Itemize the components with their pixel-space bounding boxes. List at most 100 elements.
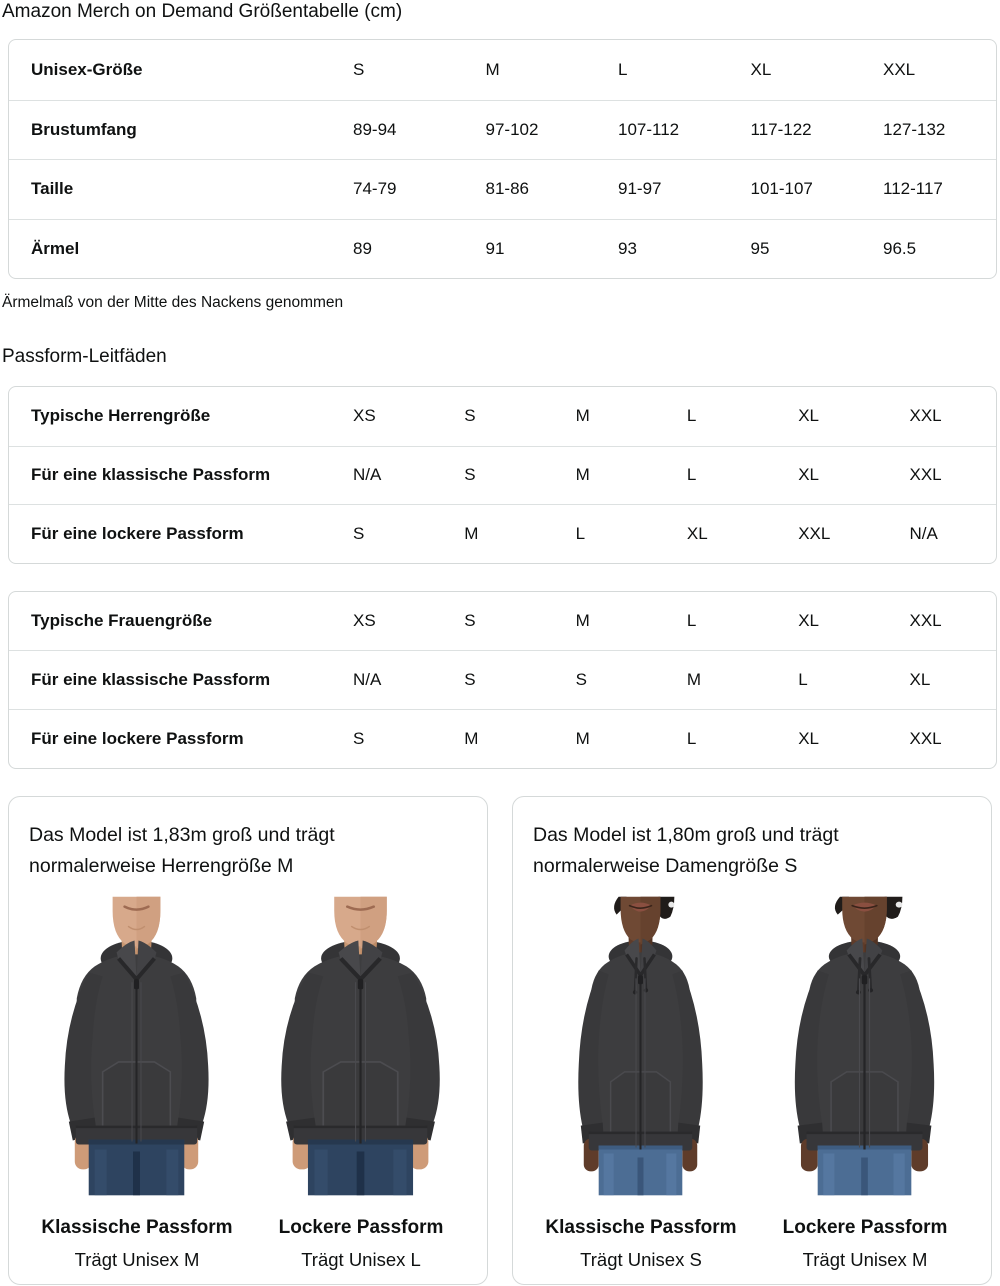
row-label: Für eine klassische Passform <box>31 670 271 690</box>
cell: 127-132 <box>883 119 946 139</box>
cell: M <box>575 465 590 485</box>
table-row: Brustumfang 89-94 97-102 107-112 117-122… <box>9 99 996 160</box>
male-model-loose-photo <box>253 896 469 1196</box>
table-row: Für eine klassische Passform N/A S M L X… <box>9 445 996 505</box>
cell: M <box>575 728 590 748</box>
figure-block: Lockere Passform Trägt Unisex M <box>757 896 973 1271</box>
cell: XL <box>686 523 708 543</box>
row-label: Für eine lockere Passform <box>31 728 244 748</box>
row-label: Für eine klassische Passform <box>31 465 271 485</box>
male-model-card: Das Model ist 1,83m groß und trägt norma… <box>8 795 488 1285</box>
cell: 93 <box>618 238 637 258</box>
model-description: Das Model ist 1,80m groß und trägt norma… <box>533 823 839 877</box>
cell: S <box>464 670 476 690</box>
cell: XXL <box>909 465 942 485</box>
fit-label: Klassische Passform <box>545 1216 737 1238</box>
cell: N/A <box>353 670 382 690</box>
table-row: Unisex-Größe S M L XL XXL <box>9 40 996 100</box>
female-model-card: Das Model ist 1,80m groß und trägt norma… <box>512 795 992 1285</box>
fit-label: Lockere Passform <box>278 1216 444 1238</box>
cell: XS <box>353 611 376 631</box>
sleeve-measure-note: Ärmelmaß von der Mitte des Nackens genom… <box>2 294 344 311</box>
cell: XXL <box>883 59 916 79</box>
cell: 112-117 <box>883 179 943 199</box>
cell: 91-97 <box>618 179 662 199</box>
cell: 74-79 <box>353 179 397 199</box>
size-label: Trägt Unisex S <box>580 1248 702 1270</box>
figure-block: Lockere Passform Trägt Unisex L <box>253 896 469 1271</box>
cell: M <box>464 728 479 748</box>
cell: XXL <box>909 728 942 748</box>
cell: 96.5 <box>883 238 917 258</box>
unisex-size-table: Unisex-Größe S M L XL XXL Brustumfang 89… <box>8 39 997 279</box>
cell: S <box>353 523 365 543</box>
cell: XL <box>750 59 772 79</box>
cell: XL <box>798 406 819 426</box>
female-model-loose-photo <box>757 896 973 1196</box>
model-description: Das Model ist 1,83m groß und trägt norma… <box>29 823 335 877</box>
cell: 89-94 <box>353 119 397 139</box>
page-title: Amazon Merch on Demand Größentabelle (cm… <box>2 1 403 22</box>
cell: M <box>464 523 479 543</box>
table-row: Für eine lockere Passform S M L XL XXL N… <box>9 504 996 563</box>
model-cards: Das Model ist 1,83m groß und trägt norma… <box>8 795 992 1285</box>
size-label: Trägt Unisex L <box>301 1248 421 1270</box>
figures-row: Klassische Passform Trägt Unisex S Locke… <box>533 896 973 1271</box>
cell: XXL <box>909 406 942 426</box>
row-label: Typische Frauengröße <box>31 611 213 631</box>
cell: L <box>686 611 697 631</box>
cell: XL <box>798 728 819 748</box>
row-label: Für eine lockere Passform <box>31 523 244 543</box>
cell: L <box>686 465 697 485</box>
row-label: Taille <box>31 179 74 199</box>
cell: N/A <box>909 523 938 543</box>
figures-row: Klassische Passform Trägt Unisex M Locke… <box>29 896 469 1271</box>
size-label: Trägt Unisex M <box>802 1248 928 1270</box>
table-row: Ärmel 89 91 93 95 96.5 <box>9 218 996 279</box>
row-label: Ärmel <box>31 238 80 258</box>
cell: S <box>464 611 476 631</box>
fit-guides-heading: Passform-Leitfäden <box>2 346 167 367</box>
row-label: Typische Herrengröße <box>31 406 211 426</box>
table-row: Taille 74-79 81-86 91-97 101-107 112-117 <box>9 159 996 219</box>
cell: M <box>575 406 590 426</box>
cell: S <box>464 465 476 485</box>
cell: L <box>686 406 697 426</box>
cell: XS <box>353 406 376 426</box>
cell: M <box>575 611 590 631</box>
size-label: Trägt Unisex M <box>74 1248 200 1270</box>
cell: 91 <box>485 238 505 258</box>
cell: L <box>618 59 628 79</box>
fit-label: Klassische Passform <box>41 1216 233 1238</box>
cell: 117-122 <box>750 119 812 139</box>
cell: 97-102 <box>485 119 539 139</box>
cell: 95 <box>750 238 770 258</box>
cell: S <box>353 59 365 79</box>
cell: XL <box>909 670 931 690</box>
table-row: Typische Frauengröße XS S M L XL XXL <box>9 592 996 651</box>
fit-label: Lockere Passform <box>782 1216 948 1238</box>
row-label: Brustumfang <box>31 119 137 139</box>
cell: L <box>686 728 697 748</box>
cell: XL <box>798 465 819 485</box>
cell: L <box>575 523 586 543</box>
cell: N/A <box>353 465 382 485</box>
cell: XXL <box>798 523 831 543</box>
table-row: Typische Herrengröße XS S M L XL XXL <box>9 387 996 446</box>
cell: S <box>353 728 365 748</box>
cell: M <box>485 59 500 79</box>
female-model-classic-photo <box>533 896 749 1196</box>
figure-block: Klassische Passform Trägt Unisex M <box>29 896 245 1271</box>
women-fit-table: Typische Frauengröße XS S M L XL XXL Für… <box>8 590 997 769</box>
row-label: Unisex-Größe <box>31 59 143 79</box>
table-row: Für eine lockere Passform S M M L XL XXL <box>9 708 996 768</box>
cell: S <box>575 670 587 690</box>
cell: 89 <box>353 238 372 258</box>
figure-block: Klassische Passform Trägt Unisex S <box>533 896 749 1271</box>
cell: S <box>464 406 476 426</box>
cell: L <box>798 670 808 690</box>
cell: M <box>686 670 702 690</box>
men-fit-table: Typische Herrengröße XS S M L XL XXL Für… <box>8 386 997 564</box>
cell: XXL <box>909 611 942 631</box>
male-model-classic-photo <box>29 896 245 1196</box>
